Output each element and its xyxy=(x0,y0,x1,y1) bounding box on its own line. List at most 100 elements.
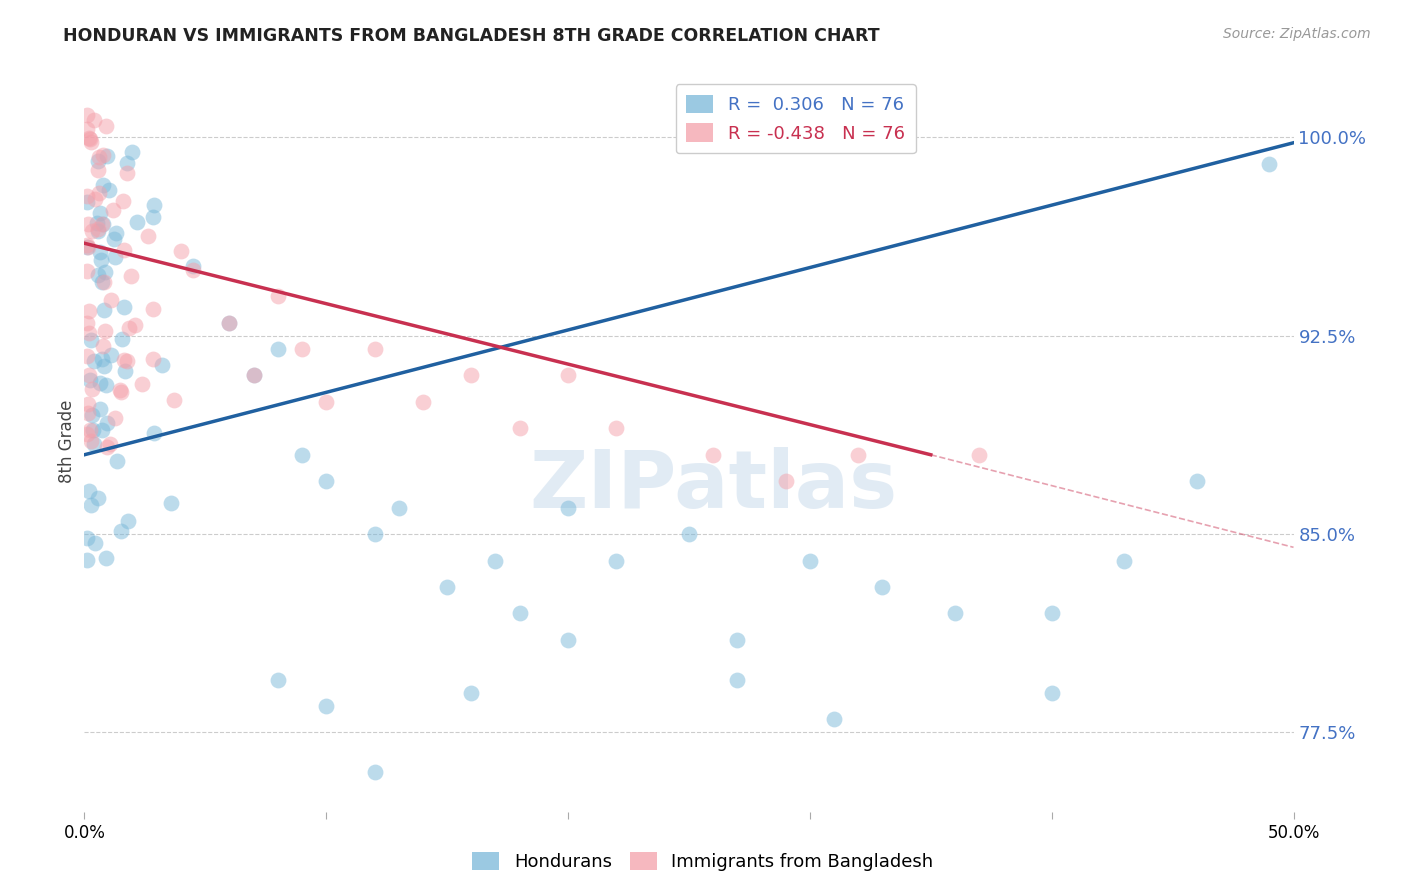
Point xyxy=(412,395,434,409)
Point xyxy=(117,515,139,529)
Point xyxy=(725,632,748,647)
Point xyxy=(80,333,103,347)
Point xyxy=(76,426,98,441)
Point xyxy=(104,250,127,264)
Point xyxy=(291,448,314,462)
Point xyxy=(115,354,138,368)
Point xyxy=(87,153,110,168)
Point xyxy=(121,145,143,160)
Point xyxy=(509,607,531,621)
Point xyxy=(150,358,173,372)
Point xyxy=(315,395,337,409)
Point xyxy=(117,166,139,180)
Point xyxy=(84,192,107,206)
Point xyxy=(89,245,111,260)
Point xyxy=(89,150,111,164)
Point xyxy=(77,483,100,498)
Point xyxy=(460,368,482,383)
Point xyxy=(100,437,122,451)
Point xyxy=(80,135,103,149)
Point xyxy=(218,316,240,330)
Point xyxy=(87,163,110,178)
Point xyxy=(160,495,183,509)
Point xyxy=(93,264,115,278)
Point xyxy=(79,423,101,437)
Point xyxy=(82,423,104,437)
Point xyxy=(90,352,112,367)
Point xyxy=(1114,553,1136,567)
Point xyxy=(872,580,894,594)
Point xyxy=(267,673,290,687)
Point xyxy=(89,376,111,390)
Point xyxy=(91,339,114,353)
Point xyxy=(79,373,101,387)
Point xyxy=(108,383,131,397)
Point xyxy=(100,293,122,307)
Point xyxy=(87,491,110,506)
Point xyxy=(218,316,240,330)
Point xyxy=(82,382,104,396)
Point xyxy=(96,149,118,163)
Point xyxy=(605,553,627,567)
Point xyxy=(76,122,98,136)
Point xyxy=(76,316,98,330)
Point xyxy=(363,765,385,780)
Point xyxy=(291,342,314,356)
Point xyxy=(557,368,579,383)
Point xyxy=(80,498,103,512)
Point xyxy=(112,243,135,257)
Point xyxy=(509,421,531,435)
Point xyxy=(91,148,114,162)
Point xyxy=(142,301,165,316)
Point xyxy=(315,698,337,713)
Point xyxy=(93,302,115,317)
Point xyxy=(118,320,141,334)
Point xyxy=(100,348,122,362)
Point xyxy=(846,448,869,462)
Point xyxy=(103,202,125,217)
Point xyxy=(76,108,98,122)
Point xyxy=(77,368,100,382)
Point xyxy=(79,132,101,146)
Point xyxy=(484,553,506,567)
Point xyxy=(105,454,128,468)
Point xyxy=(242,368,264,383)
Point xyxy=(76,240,98,254)
Point xyxy=(80,434,103,449)
Point xyxy=(114,364,136,378)
Point xyxy=(80,408,103,422)
Point xyxy=(91,178,114,193)
Point xyxy=(136,229,159,244)
Legend: Hondurans, Immigrants from Bangladesh: Hondurans, Immigrants from Bangladesh xyxy=(465,845,941,879)
Point xyxy=(96,440,118,454)
Point xyxy=(388,500,411,515)
Point xyxy=(823,712,845,726)
Point xyxy=(124,318,146,332)
Point xyxy=(799,553,821,567)
Point xyxy=(76,553,98,567)
Point xyxy=(76,397,98,411)
Point xyxy=(131,376,153,391)
Point xyxy=(110,524,132,539)
Point xyxy=(82,224,104,238)
Point xyxy=(89,206,111,220)
Text: HONDURAN VS IMMIGRANTS FROM BANGLADESH 8TH GRADE CORRELATION CHART: HONDURAN VS IMMIGRANTS FROM BANGLADESH 8… xyxy=(63,27,880,45)
Point xyxy=(96,417,118,431)
Point xyxy=(436,580,458,594)
Point xyxy=(87,224,110,238)
Point xyxy=(557,632,579,647)
Point xyxy=(1040,686,1063,700)
Point xyxy=(83,353,105,368)
Point xyxy=(181,262,204,277)
Point xyxy=(142,210,165,224)
Point xyxy=(557,500,579,515)
Point xyxy=(77,240,100,254)
Point xyxy=(112,352,135,367)
Point xyxy=(315,474,337,488)
Point xyxy=(77,304,100,318)
Legend: R =  0.306   N = 76, R = -0.438   N = 76: R = 0.306 N = 76, R = -0.438 N = 76 xyxy=(675,84,915,153)
Point xyxy=(163,392,186,407)
Point xyxy=(93,359,115,373)
Point xyxy=(91,275,114,289)
Point xyxy=(111,194,134,209)
